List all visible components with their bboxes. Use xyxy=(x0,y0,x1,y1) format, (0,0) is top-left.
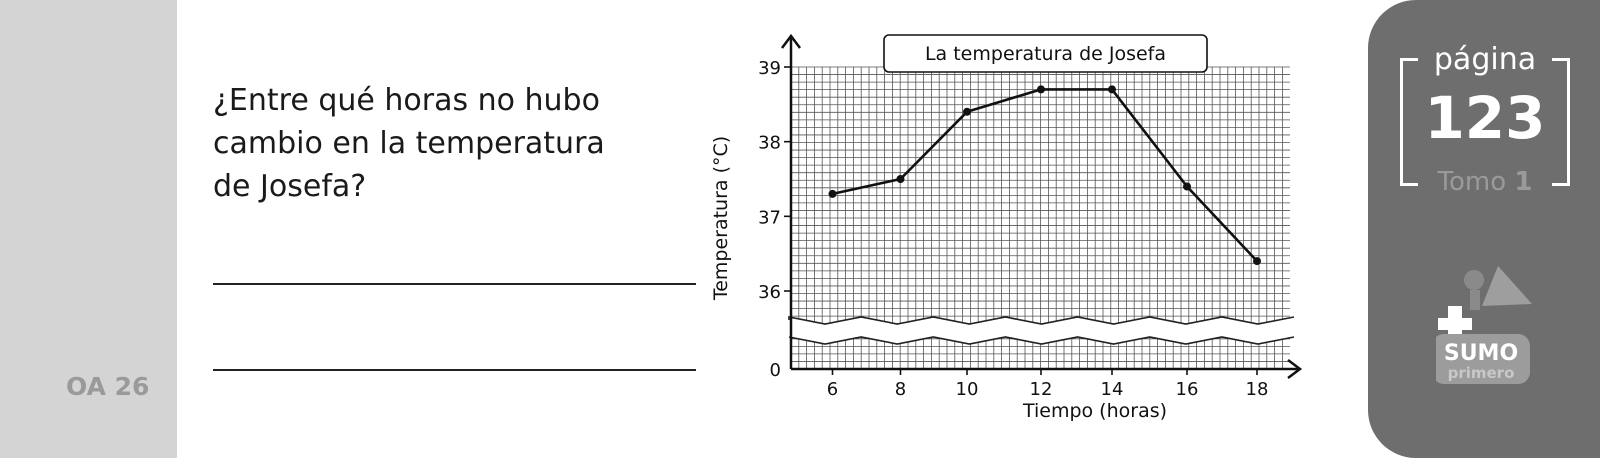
question-text: ¿Entre qué horas no hubo cambio en la te… xyxy=(213,83,605,204)
sumo-primero-logo: SUMO primero xyxy=(1432,262,1546,392)
logo-badge xyxy=(1432,334,1530,384)
chart-svg: 0 36 37 38 39 6 8 10 12 14 16 18 Tiempo (horas) Tempe… xyxy=(710,33,1303,422)
data-point xyxy=(963,107,971,116)
y-tick-label: 0 xyxy=(770,360,781,381)
data-point xyxy=(1253,257,1261,266)
logo-plus-horizontal xyxy=(1438,318,1472,330)
left-margin-strip xyxy=(0,0,177,458)
axis-break-band xyxy=(789,317,1294,344)
data-point xyxy=(1183,182,1191,191)
logo-text-sumo: SUMO xyxy=(1444,341,1518,366)
data-point xyxy=(1108,85,1116,94)
data-point xyxy=(896,175,905,183)
data-point xyxy=(1037,85,1045,94)
tomo-row: Tomo 1 xyxy=(1400,167,1570,197)
x-axis-label: Tiempo (horas) xyxy=(1022,400,1167,422)
x-tick-label: 18 xyxy=(1246,379,1269,400)
axis-break-edge-bottom xyxy=(788,336,1295,345)
page-label: página xyxy=(1400,42,1570,77)
bracket-left xyxy=(1400,58,1418,186)
axis-break-edge-top xyxy=(788,316,1295,325)
y-axis-label: Temperatura (°C) xyxy=(710,136,732,301)
x-tick-label: 6 xyxy=(827,379,838,400)
x-tick-label: 8 xyxy=(895,379,906,400)
tomo-number: 1 xyxy=(1514,167,1533,197)
answer-line-2[interactable] xyxy=(213,369,696,371)
temperature-chart: 0 36 37 38 39 6 8 10 12 14 16 18 Tiempo (horas) Tempe… xyxy=(700,28,1310,432)
logo-triangle xyxy=(1482,266,1532,306)
x-axis-arrow xyxy=(1287,359,1303,379)
oa-label: OA 26 xyxy=(66,372,150,401)
chart-title-box xyxy=(883,34,1208,73)
answer-line-1[interactable] xyxy=(213,283,696,285)
y-tick-label: 38 xyxy=(758,133,781,154)
y-axis-arrow xyxy=(781,33,801,49)
data-point xyxy=(828,189,837,198)
x-tick-label: 16 xyxy=(1176,379,1199,400)
page-badge: página 123 Tomo 1 xyxy=(1400,42,1570,197)
x-tick-label: 14 xyxy=(1101,379,1124,400)
x-tick-label: 12 xyxy=(1030,379,1053,400)
logo-figure-head xyxy=(1464,270,1484,290)
bracket-right xyxy=(1552,58,1570,186)
logo-figure-body xyxy=(1470,290,1480,310)
logo-text-primero: primero xyxy=(1448,364,1515,382)
y-tick-label: 37 xyxy=(758,207,781,228)
y-tick-label: 39 xyxy=(758,58,781,79)
page-number: 123 xyxy=(1424,84,1546,152)
x-tick-label: 10 xyxy=(956,379,979,400)
y-tick-label: 36 xyxy=(758,282,781,303)
chart-title: La temperatura de Josefa xyxy=(925,43,1166,65)
tomo-label: Tomo xyxy=(1437,167,1507,197)
